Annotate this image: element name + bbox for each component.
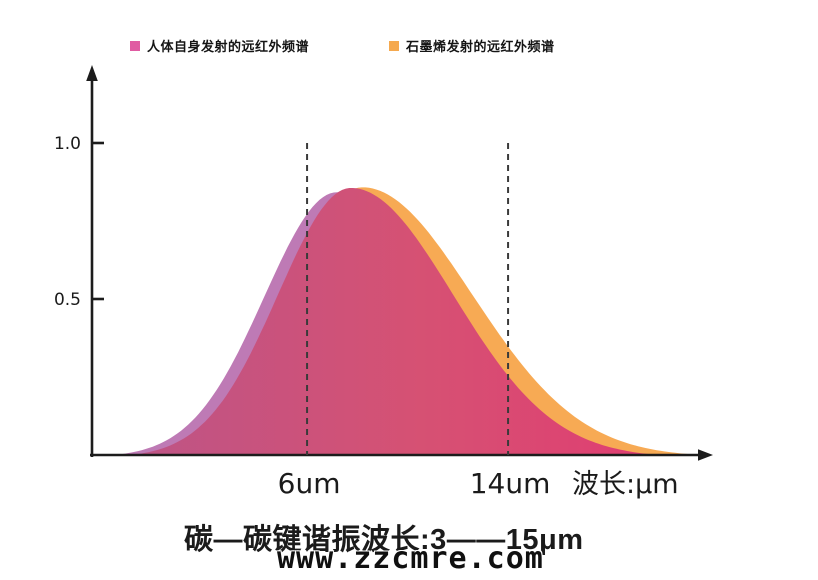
legend-label-human-body: 人体自身发射的远红外频谱 (147, 39, 310, 54)
axis-labels: 1.0 0.5 6um 14um 波长:μm (54, 134, 679, 500)
y-tick-label-0.5: 0.5 (54, 290, 81, 310)
x-tick-label-6um: 6um (278, 467, 341, 500)
caption-resonance-wavelength: 碳—碳键谐振波长:3——15μm (184, 524, 584, 556)
graphene-spectrum-swatch (389, 40, 399, 51)
legend-label-graphene: 石墨烯发射的远红外频谱 (406, 39, 555, 54)
area-spectra-overlap (131, 188, 659, 455)
y-tick-label-1.0: 1.0 (54, 134, 81, 154)
x-axis-arrow (698, 449, 713, 461)
area-curves (113, 187, 702, 455)
watermark-url: www.zzcmre.com (277, 541, 544, 576)
human-spectrum-swatch (130, 40, 140, 51)
legend-item-human-body: 人体自身发射的远红外频谱 (130, 36, 309, 55)
x-axis-label: 波长:μm (572, 469, 679, 500)
x-tick-label-14um: 14um (470, 467, 551, 500)
legend-item-graphene: 石墨烯发射的远红外频谱 (389, 36, 555, 55)
marker-lines (306, 143, 510, 455)
y-axis-arrow (86, 65, 98, 81)
